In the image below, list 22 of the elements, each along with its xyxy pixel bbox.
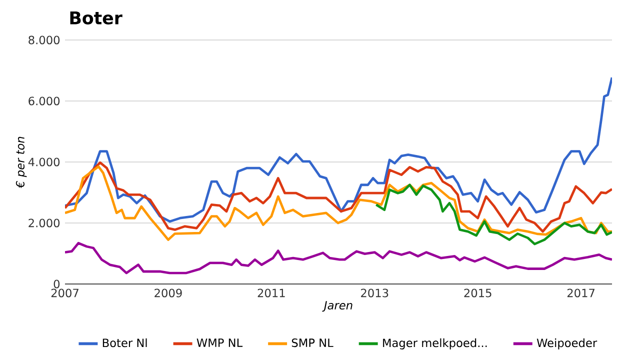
x-tick-label: 2009 bbox=[154, 288, 182, 298]
legend-label: Weipoeder bbox=[536, 338, 598, 350]
y-axis-title: € per ton bbox=[16, 136, 27, 188]
legend-label: Mager melkpoed... bbox=[383, 338, 487, 350]
y-tick-label: 2.000 bbox=[28, 218, 60, 228]
line-series bbox=[374, 184, 612, 246]
x-tick-label: 2017 bbox=[567, 288, 594, 298]
y-tick-label: 8.000 bbox=[28, 36, 60, 44]
x-axis-title: Jaren bbox=[322, 301, 352, 312]
chart-title: Boter bbox=[70, 12, 122, 24]
y-tick-label: 4.000 bbox=[28, 158, 60, 166]
legend-label: SMP NL bbox=[292, 338, 334, 348]
legend-label: Boter Nl bbox=[102, 338, 147, 348]
x-tick-label: 2011 bbox=[258, 288, 285, 298]
y-tick-label: 0 bbox=[54, 280, 60, 288]
x-tick-label: 2015 bbox=[464, 288, 492, 298]
legend-label: WMP NL bbox=[196, 338, 243, 347]
line-series bbox=[65, 242, 612, 274]
line-series bbox=[65, 76, 612, 223]
x-tick-label: 2013 bbox=[361, 288, 388, 298]
y-tick-label: 6.000 bbox=[28, 96, 60, 106]
x-tick-label: 2007 bbox=[51, 288, 78, 298]
